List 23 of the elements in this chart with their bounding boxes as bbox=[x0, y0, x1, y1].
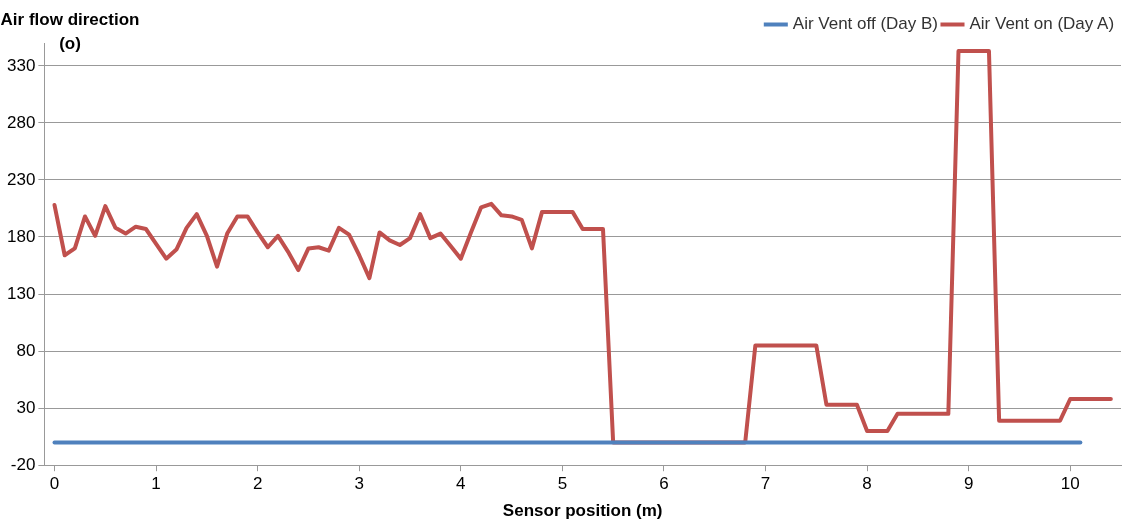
x-tick-label: 7 bbox=[760, 474, 771, 494]
x-axis-title: Sensor position (m) bbox=[502, 501, 663, 521]
legend-label: Air Vent on (Day A) bbox=[969, 14, 1115, 34]
y-tick-label: -20 bbox=[10, 454, 36, 474]
x-tick-label: 8 bbox=[862, 474, 872, 494]
legend-label: Air Vent off (Day B) bbox=[792, 14, 939, 34]
x-tick-label: 5 bbox=[557, 474, 568, 494]
y-tick-label: 80 bbox=[16, 340, 36, 360]
x-tick-label: 0 bbox=[49, 474, 60, 494]
x-tick-label: 1 bbox=[151, 474, 161, 494]
y-tick-label: 230 bbox=[6, 169, 36, 189]
y-tick-label: 330 bbox=[6, 55, 36, 75]
x-tick-label: 2 bbox=[252, 474, 263, 494]
y-axis-title: Air flow direction (o) bbox=[0, 10, 140, 54]
y-tick-label: 280 bbox=[6, 112, 36, 132]
y-tick-label: 130 bbox=[6, 283, 36, 303]
x-tick-label: 3 bbox=[354, 474, 364, 494]
x-tick-label: 10 bbox=[1060, 474, 1080, 494]
y-tick-label: 180 bbox=[6, 226, 36, 246]
x-tick-label: 4 bbox=[456, 474, 466, 494]
x-tick-label: 9 bbox=[963, 474, 974, 494]
y-tick-label: 30 bbox=[16, 397, 36, 417]
x-tick-label: 6 bbox=[659, 474, 669, 494]
